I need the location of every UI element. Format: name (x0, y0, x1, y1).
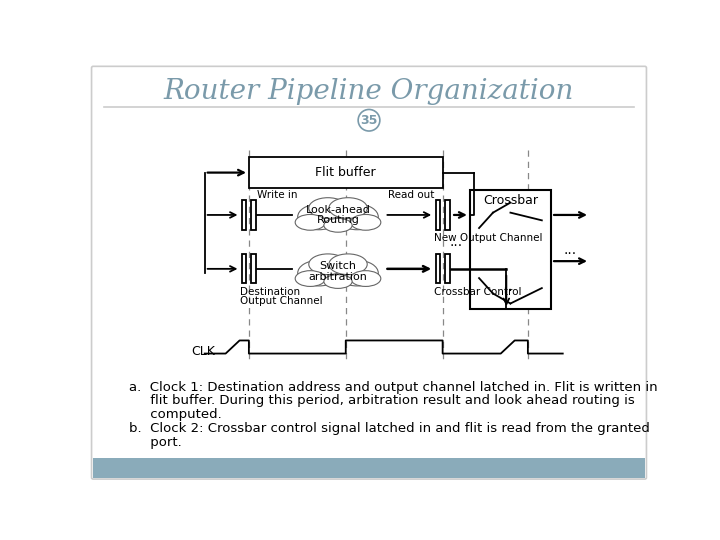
Ellipse shape (336, 260, 378, 286)
Text: b.  Clock 2: Crossbar control signal latched in and flit is read from the grante: b. Clock 2: Crossbar control signal latc… (129, 422, 649, 435)
Text: ...: ... (449, 235, 462, 249)
Text: Destination: Destination (240, 287, 300, 298)
Ellipse shape (329, 254, 367, 275)
Ellipse shape (310, 200, 366, 230)
Ellipse shape (329, 198, 367, 218)
Text: computed.: computed. (129, 408, 222, 421)
Bar (242, 200, 246, 230)
Ellipse shape (310, 256, 366, 286)
Text: Crossbar Control: Crossbar Control (434, 287, 521, 298)
Ellipse shape (295, 214, 325, 230)
Text: Look-ahead: Look-ahead (305, 205, 370, 214)
Text: .: . (508, 276, 513, 295)
FancyBboxPatch shape (91, 66, 647, 479)
Text: Read out: Read out (389, 190, 435, 200)
Text: ...: ... (564, 242, 577, 256)
Text: Switch: Switch (320, 261, 356, 271)
Bar (469, 190, 551, 309)
Ellipse shape (324, 218, 352, 232)
Bar (93, 457, 645, 477)
Bar (436, 254, 440, 284)
Ellipse shape (295, 271, 325, 286)
Ellipse shape (309, 198, 347, 218)
Ellipse shape (351, 214, 381, 230)
Ellipse shape (324, 275, 352, 288)
Ellipse shape (297, 260, 340, 286)
Bar (249, 157, 443, 188)
Ellipse shape (336, 204, 378, 230)
Text: New Output Channel: New Output Channel (434, 233, 543, 244)
Text: Flit buffer: Flit buffer (315, 166, 376, 179)
Text: Write in: Write in (256, 190, 297, 200)
Bar (242, 254, 246, 284)
Ellipse shape (351, 271, 381, 286)
Bar (251, 200, 256, 230)
Bar (445, 254, 449, 284)
Text: arbitration: arbitration (309, 272, 367, 281)
Ellipse shape (297, 204, 340, 230)
Bar (445, 200, 449, 230)
Text: flit buffer. During this period, arbitration result and look ahead routing is: flit buffer. During this period, arbitra… (129, 394, 634, 407)
Bar (436, 200, 440, 230)
Ellipse shape (309, 254, 347, 275)
Text: port.: port. (129, 436, 181, 449)
Text: Crossbar: Crossbar (483, 194, 538, 207)
Text: Output Channel: Output Channel (240, 296, 323, 306)
Text: CLK: CLK (191, 345, 215, 357)
Bar (251, 254, 256, 284)
Text: 35: 35 (360, 114, 378, 127)
Text: Routing: Routing (317, 215, 359, 225)
Circle shape (358, 110, 380, 131)
Text: a.  Clock 1: Destination address and output channel latched in. Flit is written : a. Clock 1: Destination address and outp… (129, 381, 657, 394)
Text: Router Pipeline Organization: Router Pipeline Organization (164, 78, 574, 105)
